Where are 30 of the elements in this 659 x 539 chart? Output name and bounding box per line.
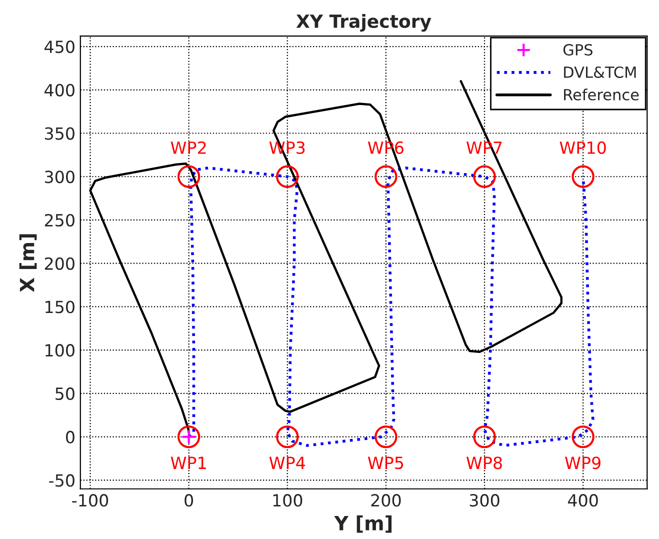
x-tick-label: 100 (273, 494, 302, 507)
x-tick-label: 300 (470, 494, 500, 507)
y-tick-label: 300 (44, 170, 74, 184)
y-tick-label: 200 (44, 257, 74, 270)
annotation: WP5 (368, 456, 404, 470)
y-tick-label: 150 (46, 300, 74, 314)
y-tick-label: 250 (44, 214, 74, 227)
y-tick-label: 50 (56, 387, 74, 400)
y-tick-label: 400 (44, 84, 74, 96)
annotation: WP10 (560, 141, 606, 154)
x-tick-label: 200 (371, 494, 401, 507)
legend-label: DVL&TCM (564, 66, 636, 78)
y-tick-label: 0 (66, 430, 74, 444)
chart-title: XY Trajectory (296, 14, 432, 32)
legend-label: GPS (563, 44, 592, 56)
y-axis-title: X [m] (19, 234, 37, 292)
x-axis-title: Y [m] (334, 515, 392, 533)
annotation: WP8 (466, 456, 502, 470)
y-tick-label: 350 (44, 127, 74, 140)
annotation: WP2 (170, 141, 206, 154)
annotation: WP9 (565, 456, 600, 470)
annotation: WP1 (170, 456, 206, 469)
x-tick-label: -100 (72, 494, 108, 507)
legend-label: Reference (564, 88, 639, 100)
y-tick-label: -50 (49, 474, 74, 487)
x-tick-label: 400 (568, 494, 598, 507)
y-tick-label: 100 (46, 344, 74, 357)
annotation: WP4 (269, 456, 306, 469)
x-tick-label: 0 (184, 494, 194, 507)
y-tick-label: 450 (44, 40, 74, 54)
